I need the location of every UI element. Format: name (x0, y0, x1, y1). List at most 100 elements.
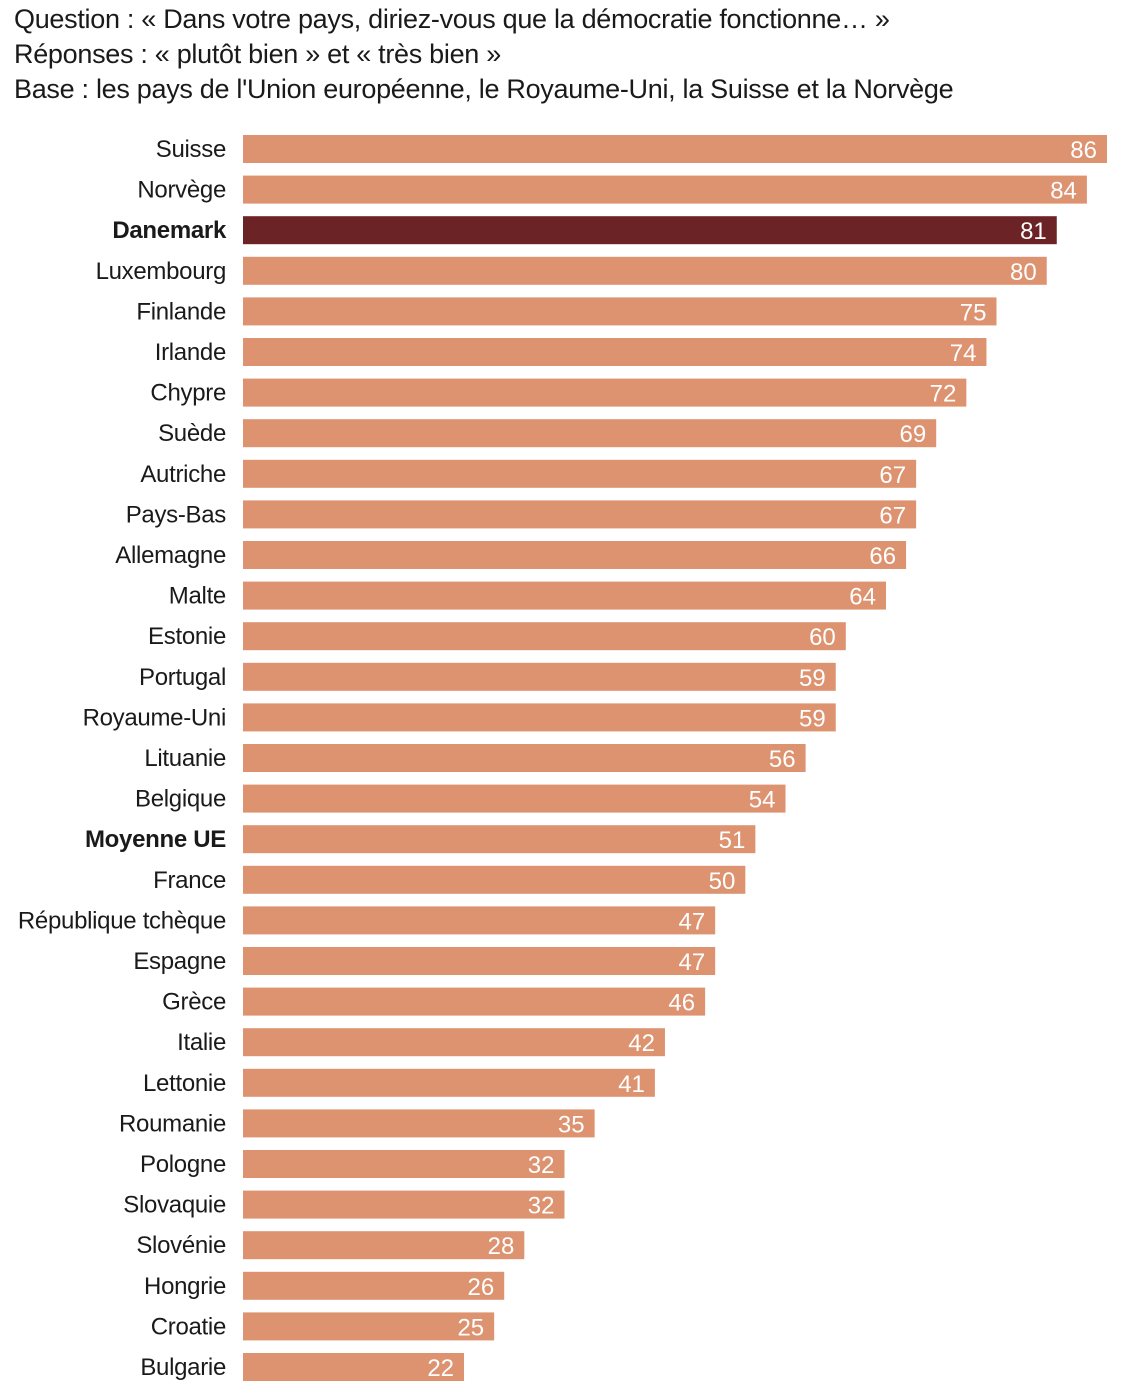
category-label: Luxembourg (96, 258, 226, 285)
category-label: Finlande (136, 298, 226, 325)
category-label: Pays-Bas (126, 501, 227, 528)
category-label: Suisse (156, 136, 226, 163)
value-label: 56 (769, 746, 796, 773)
bar (243, 1353, 465, 1381)
value-label: 32 (528, 1193, 555, 1220)
bar (243, 825, 756, 854)
value-label: 60 (809, 624, 836, 651)
bar (243, 500, 917, 529)
category-label: Estonie (148, 623, 226, 650)
bar (243, 338, 987, 366)
value-label: 74 (950, 340, 977, 367)
bar (243, 1150, 565, 1178)
category-label: France (153, 867, 226, 894)
bar-row: Danemark 81 (112, 216, 1057, 245)
value-label: 26 (468, 1274, 495, 1301)
bar-row: Royaume-Uni 59 (83, 703, 836, 732)
value-label: 32 (528, 1152, 555, 1179)
bar (243, 135, 1107, 163)
bar-row: Hongrie 26 (144, 1271, 505, 1301)
bar-row: Chypre 72 (150, 378, 967, 408)
bar (243, 622, 846, 651)
bar (243, 906, 716, 935)
category-label: Pologne (140, 1151, 226, 1178)
bar-row: Moyenne UE 51 (85, 825, 756, 854)
bar (243, 541, 907, 569)
category-label: Slovaquie (123, 1192, 226, 1219)
value-label: 80 (1010, 259, 1037, 286)
bar-row: Malte 64 (169, 581, 886, 611)
value-label: 46 (668, 990, 695, 1017)
category-label: République tchèque (18, 907, 226, 934)
value-label: 75 (960, 299, 987, 326)
category-label: Chypre (150, 380, 226, 407)
value-label: 41 (618, 1071, 645, 1098)
category-label: Roumanie (119, 1110, 226, 1137)
category-label: Norvège (137, 177, 226, 204)
bar (243, 784, 786, 813)
bar (243, 947, 716, 975)
bar-row: France 50 (153, 865, 746, 895)
bar-row: Suède 69 (158, 419, 937, 448)
bar (243, 987, 706, 1016)
category-label: Allemagne (115, 542, 226, 569)
category-label: Lettonie (143, 1070, 226, 1097)
bar (243, 1190, 565, 1219)
value-label: 64 (849, 584, 876, 611)
value-label: 28 (488, 1233, 515, 1260)
base-text: Base : les pays de l'Union européenne, l… (14, 74, 954, 104)
bar (243, 865, 746, 894)
value-label: 67 (879, 462, 906, 489)
value-label: 54 (749, 787, 776, 814)
bar (243, 703, 836, 732)
bar-row: Croatie 25 (151, 1312, 495, 1341)
bar-row: Roumanie 35 (119, 1109, 595, 1138)
category-label: Hongrie (144, 1273, 226, 1300)
bar (243, 581, 886, 610)
bar-row: République tchèque 47 (18, 906, 716, 935)
bar-row: Slovénie 28 (136, 1231, 525, 1260)
bar (243, 662, 836, 691)
category-label: Suède (158, 420, 226, 447)
bar (243, 1231, 525, 1260)
category-label: Irlande (155, 339, 226, 366)
value-label: 42 (628, 1030, 655, 1057)
bar (243, 1312, 495, 1341)
chart-header: Question : « Dans votre pays, diriez-vou… (14, 2, 954, 107)
category-label: Royaume-Uni (83, 704, 226, 731)
bar-row: Bulgarie 22 (140, 1353, 465, 1382)
value-label: 72 (930, 381, 957, 408)
category-label: Autriche (140, 461, 226, 488)
bar-row: Grèce 46 (162, 987, 706, 1017)
value-label: 59 (799, 705, 826, 732)
bar-row: Pays-Bas 67 (126, 500, 917, 529)
category-label: Malte (169, 583, 226, 610)
bar-row: Lettonie 41 (143, 1068, 655, 1098)
bar-row: Luxembourg 80 (96, 256, 1047, 286)
bar (243, 175, 1087, 204)
category-label: Grèce (162, 989, 226, 1016)
value-label: 66 (869, 543, 896, 570)
bar-row: Allemagne 66 (115, 541, 907, 570)
bar-row: Pologne 32 (140, 1150, 565, 1179)
bar-row: Suisse 86 (156, 135, 1107, 164)
value-label: 47 (678, 949, 705, 976)
question-text: Question : « Dans votre pays, diriez-vou… (14, 4, 890, 34)
category-label: Danemark (112, 217, 227, 244)
value-label: 50 (709, 868, 736, 895)
bar (243, 216, 1057, 245)
bar-row: Estonie 60 (148, 622, 846, 651)
value-label: 81 (1020, 218, 1047, 245)
bar-row: Irlande 74 (155, 338, 987, 367)
bar (243, 1271, 505, 1300)
value-label: 22 (427, 1355, 454, 1382)
category-label: Bulgarie (140, 1354, 226, 1381)
category-label: Lituanie (144, 745, 226, 772)
answers-text: Réponses : « plutôt bien » et « très bie… (14, 39, 501, 69)
value-label: 35 (558, 1111, 585, 1138)
category-label: Portugal (139, 664, 226, 691)
category-label: Italie (177, 1029, 226, 1056)
value-label: 47 (678, 908, 705, 935)
bar-row: Lituanie 56 (144, 744, 806, 773)
